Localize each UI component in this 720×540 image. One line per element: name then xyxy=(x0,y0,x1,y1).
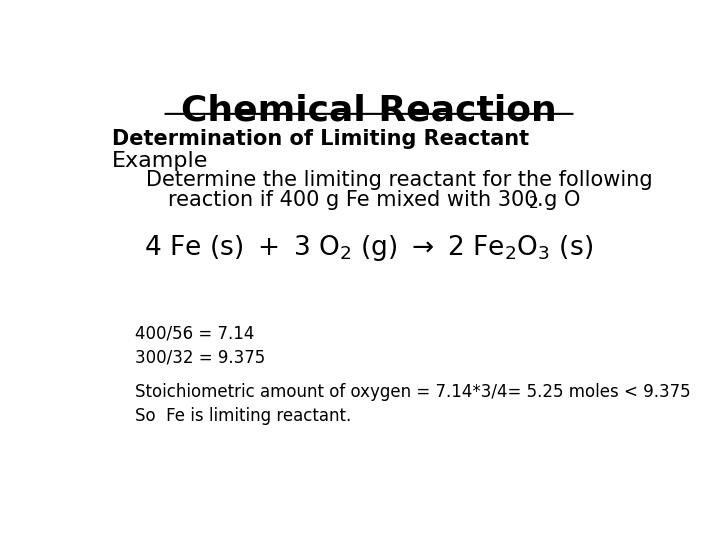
Text: Determine the limiting reactant for the following: Determine the limiting reactant for the … xyxy=(145,170,652,190)
Text: 400/56 = 7.14: 400/56 = 7.14 xyxy=(135,325,254,343)
Text: .: . xyxy=(536,190,543,210)
Text: So  Fe is limiting reactant.: So Fe is limiting reactant. xyxy=(135,407,351,425)
Text: Example: Example xyxy=(112,151,209,171)
Text: $4\ \mathrm{Fe\ (s)}\ +\ 3\ \mathrm{O_2}\ \mathrm{(g)}\ \rightarrow\ 2\ \mathrm{: $4\ \mathrm{Fe\ (s)}\ +\ 3\ \mathrm{O_2}… xyxy=(145,233,593,263)
Text: Determination of Limiting Reactant: Determination of Limiting Reactant xyxy=(112,129,529,149)
Text: 300/32 = 9.375: 300/32 = 9.375 xyxy=(135,349,265,367)
Text: Stoichiometric amount of oxygen = 7.14*3/4= 5.25 moles < 9.375: Stoichiometric amount of oxygen = 7.14*3… xyxy=(135,383,690,401)
Text: Chemical Reaction: Chemical Reaction xyxy=(181,94,557,128)
Text: reaction if 400 g Fe mixed with 300 g O: reaction if 400 g Fe mixed with 300 g O xyxy=(168,190,580,210)
Text: 2: 2 xyxy=(528,196,539,211)
